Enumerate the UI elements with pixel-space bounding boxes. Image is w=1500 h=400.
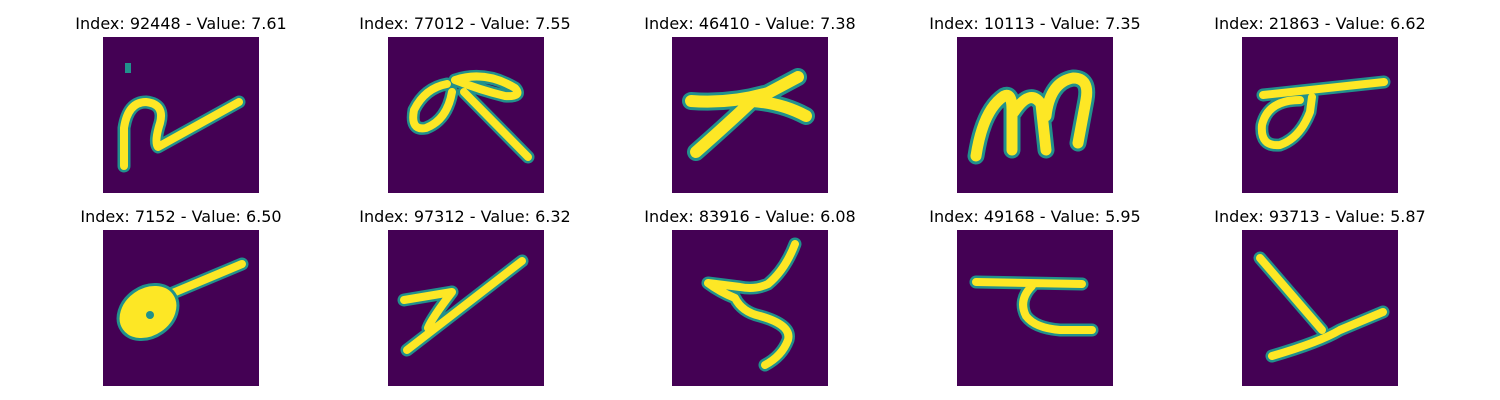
glyph-strokes-7: [397, 254, 529, 357]
image-panel-7: Index: 97312 - Value: 6.32: [359, 207, 571, 386]
image-panel-3: Index: 46410 - Value: 7.38: [644, 14, 856, 193]
image-panel-9: Index: 49168 - Value: 5.95: [929, 207, 1141, 386]
glyph-spot-6: [146, 311, 154, 319]
panel-title-7: Index: 97312 - Value: 6.32: [359, 207, 570, 226]
image-panel-10: Index: 93713 - Value: 5.87: [1214, 207, 1426, 386]
glyph-strokes-8: [701, 237, 802, 372]
panel-title-5: Index: 21863 - Value: 6.62: [1214, 14, 1425, 33]
panel-title-9: Index: 49168 - Value: 5.95: [929, 207, 1140, 226]
image-panel-6: Index: 7152 - Value: 6.50: [80, 207, 282, 386]
glyph-strokes-3: [682, 68, 815, 161]
glyph-strokes-5: [1255, 75, 1391, 152]
image-panel-2: Index: 77012 - Value: 7.55: [359, 14, 571, 193]
glyph-dot-1: [125, 63, 131, 73]
glyph-strokes-1: [117, 63, 246, 173]
image-panel-5: Index: 21863 - Value: 6.62: [1214, 14, 1426, 193]
panel-title-1: Index: 92448 - Value: 7.61: [75, 14, 286, 33]
panel-image-background-10: [1242, 230, 1398, 386]
image-panel-1: Index: 92448 - Value: 7.61: [75, 14, 287, 193]
glyph-strokes-10: [1253, 251, 1390, 363]
panel-title-4: Index: 10113 - Value: 7.35: [929, 14, 1140, 33]
panel-title-2: Index: 77012 - Value: 7.55: [359, 14, 570, 33]
image-panel-8: Index: 83916 - Value: 6.08: [644, 207, 856, 386]
panel-title-3: Index: 46410 - Value: 7.38: [644, 14, 855, 33]
panel-image-background-9: [957, 230, 1113, 386]
glyph-strokes-6: [116, 257, 249, 342]
glyph-strokes-4: [967, 69, 1096, 165]
panel-title-10: Index: 93713 - Value: 5.87: [1214, 207, 1425, 226]
glyph-strokes-9: [969, 275, 1099, 337]
panel-title-6: Index: 7152 - Value: 6.50: [80, 207, 281, 226]
image-panel-4: Index: 10113 - Value: 7.35: [929, 14, 1141, 193]
glyph-strokes-2: [406, 69, 535, 164]
panel-title-8: Index: 83916 - Value: 6.08: [644, 207, 855, 226]
